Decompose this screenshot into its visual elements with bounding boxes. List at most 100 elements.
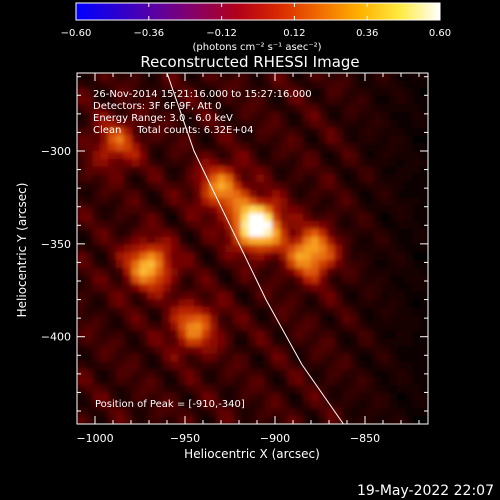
heatmap-cell bbox=[381, 283, 390, 292]
heatmap-cell bbox=[248, 330, 257, 339]
heatmap-cell bbox=[389, 369, 398, 378]
heatmap-cell bbox=[256, 143, 265, 152]
heatmap-cell bbox=[279, 221, 289, 230]
heatmap-cell bbox=[334, 346, 343, 355]
heatmap-cell bbox=[108, 275, 117, 285]
heatmap-cell bbox=[295, 314, 304, 324]
heatmap-cell bbox=[217, 213, 226, 222]
heatmap-cell bbox=[295, 346, 304, 355]
heatmap-cell bbox=[84, 127, 94, 136]
heatmap-cell bbox=[84, 143, 94, 152]
heatmap-cell bbox=[342, 385, 351, 394]
heatmap-cell bbox=[209, 346, 218, 355]
heatmap-cell bbox=[264, 314, 273, 324]
heatmap-cell bbox=[131, 166, 140, 175]
heatmap-cell bbox=[412, 416, 421, 424]
heatmap-cell bbox=[248, 213, 257, 222]
heatmap-cell bbox=[170, 73, 179, 82]
heatmap-cell bbox=[170, 252, 179, 261]
heatmap-cell bbox=[295, 182, 304, 191]
heatmap-cell bbox=[373, 73, 382, 82]
heatmap-cell bbox=[389, 400, 398, 409]
heatmap-cell bbox=[248, 361, 257, 370]
heatmap-cell bbox=[373, 408, 382, 417]
heatmap-cell bbox=[412, 158, 421, 168]
heatmap-cell bbox=[201, 182, 211, 191]
heatmap-cell bbox=[240, 119, 250, 129]
heatmap-cell bbox=[287, 385, 296, 394]
heatmap-cell bbox=[256, 158, 265, 168]
heatmap-cell bbox=[326, 174, 335, 183]
heatmap-cell bbox=[116, 73, 125, 82]
heatmap-cell bbox=[131, 221, 140, 230]
heatmap-cell bbox=[147, 416, 156, 424]
colorbar-tick-label: −0.36 bbox=[133, 28, 164, 39]
heatmap-cell bbox=[178, 158, 187, 168]
heatmap-cell bbox=[77, 338, 86, 347]
heatmap-cell bbox=[84, 392, 94, 402]
heatmap-cell bbox=[389, 104, 398, 113]
heatmap-cell bbox=[123, 322, 133, 331]
heatmap-cell bbox=[209, 205, 218, 214]
heatmap-cell bbox=[248, 307, 257, 316]
heatmap-cell bbox=[84, 213, 94, 222]
heatmap-cell bbox=[77, 190, 86, 199]
heatmap-cell bbox=[84, 400, 94, 409]
heatmap-cell bbox=[404, 260, 413, 269]
heatmap-cell bbox=[248, 143, 257, 152]
heatmap-cell bbox=[350, 174, 359, 183]
heatmap-cell bbox=[233, 143, 242, 152]
heatmap-cell bbox=[147, 88, 156, 97]
heatmap-cell bbox=[178, 143, 187, 152]
heatmap-cell bbox=[100, 338, 109, 347]
heatmap-cell bbox=[100, 314, 109, 324]
heatmap-cell bbox=[131, 369, 140, 378]
heatmap-cell bbox=[240, 291, 250, 300]
heatmap-cell bbox=[303, 88, 312, 97]
heatmap-cell bbox=[350, 400, 359, 409]
heatmap-cell bbox=[303, 322, 312, 331]
heatmap-cell bbox=[240, 135, 250, 144]
heatmap-cell bbox=[373, 322, 382, 331]
heatmap-cell bbox=[100, 361, 109, 370]
heatmap-cell bbox=[77, 361, 86, 370]
heatmap-cell bbox=[256, 244, 265, 253]
heatmap-cell bbox=[209, 353, 218, 363]
heatmap-cell bbox=[381, 197, 390, 207]
heatmap-cell bbox=[412, 182, 421, 191]
heatmap-cell bbox=[116, 353, 125, 363]
heatmap-cell bbox=[256, 385, 265, 394]
heatmap-cell bbox=[326, 377, 335, 386]
heatmap-cell bbox=[201, 291, 211, 300]
heatmap-cell bbox=[131, 361, 140, 370]
heatmap-cell bbox=[264, 283, 273, 292]
heatmap-cell bbox=[155, 135, 164, 144]
heatmap-cell bbox=[77, 205, 86, 214]
heatmap-cell bbox=[396, 104, 406, 113]
heatmap-cell bbox=[350, 283, 359, 292]
heatmap-cell bbox=[209, 197, 218, 207]
heatmap-cell bbox=[209, 361, 218, 370]
heatmap-cell bbox=[357, 127, 367, 136]
heatmap-cell bbox=[381, 213, 390, 222]
heatmap-cell bbox=[131, 283, 140, 292]
heatmap-cell bbox=[420, 205, 428, 214]
heatmap-cell bbox=[342, 229, 351, 238]
heatmap-cell bbox=[240, 392, 250, 402]
heatmap-cell bbox=[303, 385, 312, 394]
heatmap-cell bbox=[209, 229, 218, 238]
heatmap-cell bbox=[264, 392, 273, 402]
heatmap-cell bbox=[108, 361, 117, 370]
heatmap-cell bbox=[139, 229, 148, 238]
heatmap-cell bbox=[209, 213, 218, 222]
heatmap-cell bbox=[194, 385, 203, 394]
heatmap-cell bbox=[248, 338, 257, 347]
heatmap-cell bbox=[350, 73, 359, 82]
heatmap-cell bbox=[240, 205, 250, 214]
heatmap-cell bbox=[194, 104, 203, 113]
heatmap-cell bbox=[357, 229, 367, 238]
heatmap-cell bbox=[404, 400, 413, 409]
heatmap-cell bbox=[162, 135, 172, 144]
heatmap-cell bbox=[404, 346, 413, 355]
heatmap-cell bbox=[123, 338, 133, 347]
